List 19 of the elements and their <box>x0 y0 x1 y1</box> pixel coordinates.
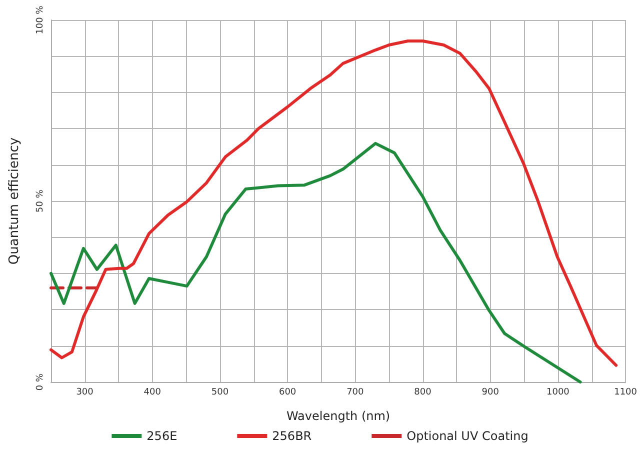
x-tick-label: 1000 <box>546 388 570 398</box>
x-tick-label: 500 <box>211 388 229 398</box>
line-series <box>50 142 582 384</box>
legend-label: 256BR <box>272 429 312 443</box>
x-axis-title: Wavelength (nm) <box>286 409 390 423</box>
x-tick-label: 700 <box>346 388 364 398</box>
y-tick-label: 100 % <box>36 5 46 34</box>
x-tick-label: 900 <box>482 388 500 398</box>
x-tick-label: 800 <box>414 388 432 398</box>
y-tick-label: 50 % <box>36 189 46 212</box>
line-series <box>50 39 618 367</box>
legend-label: Optional UV Coating <box>406 429 528 443</box>
x-tick-label: 600 <box>278 388 296 398</box>
x-tick-label: 400 <box>144 388 162 398</box>
y-axis-title: Quantum efficiency <box>7 137 22 265</box>
x-tick-label: 300 <box>76 388 94 398</box>
legend-label: 256E <box>146 429 178 443</box>
y-tick-label: 0 % <box>36 372 46 391</box>
x-tick-label: 1100 <box>614 388 638 398</box>
